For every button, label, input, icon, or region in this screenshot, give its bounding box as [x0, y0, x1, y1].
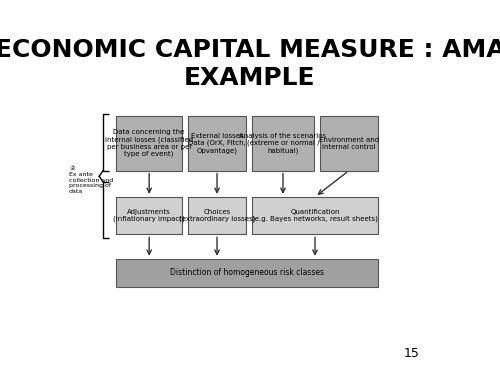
Text: Environment and
internal control: Environment and internal control [319, 137, 379, 150]
Text: Quantification
(e.g. Bayes networks, result sheets): Quantification (e.g. Bayes networks, res… [252, 209, 378, 222]
Text: External losses
Data (OrX, Fitch,
Opvantage): External losses Data (OrX, Fitch, Opvant… [188, 133, 246, 154]
Text: ECONOMIC CAPITAL MEASURE : AMA
EXAMPLE: ECONOMIC CAPITAL MEASURE : AMA EXAMPLE [0, 38, 500, 90]
Text: ②
Ex ante
collection and
processing of
data: ② Ex ante collection and processing of d… [69, 166, 114, 194]
FancyBboxPatch shape [252, 197, 378, 234]
Text: 15: 15 [404, 347, 419, 360]
FancyBboxPatch shape [188, 197, 246, 234]
FancyBboxPatch shape [188, 116, 246, 171]
FancyBboxPatch shape [320, 116, 378, 171]
FancyBboxPatch shape [116, 197, 182, 234]
FancyBboxPatch shape [116, 259, 378, 287]
Text: Choices
(extraordinary losses): Choices (extraordinary losses) [179, 209, 255, 222]
Text: Adjustments
(inflationary impact): Adjustments (inflationary impact) [114, 209, 185, 222]
FancyBboxPatch shape [116, 116, 182, 171]
FancyBboxPatch shape [252, 116, 314, 171]
Text: Distinction of homogeneous risk classes: Distinction of homogeneous risk classes [170, 268, 324, 278]
Text: Analysis of the scenarios
(extreme or normal /
habitual): Analysis of the scenarios (extreme or no… [240, 133, 326, 154]
Text: Data concerning the
internal losses (classified
per business area or per
type of: Data concerning the internal losses (cla… [105, 129, 193, 158]
